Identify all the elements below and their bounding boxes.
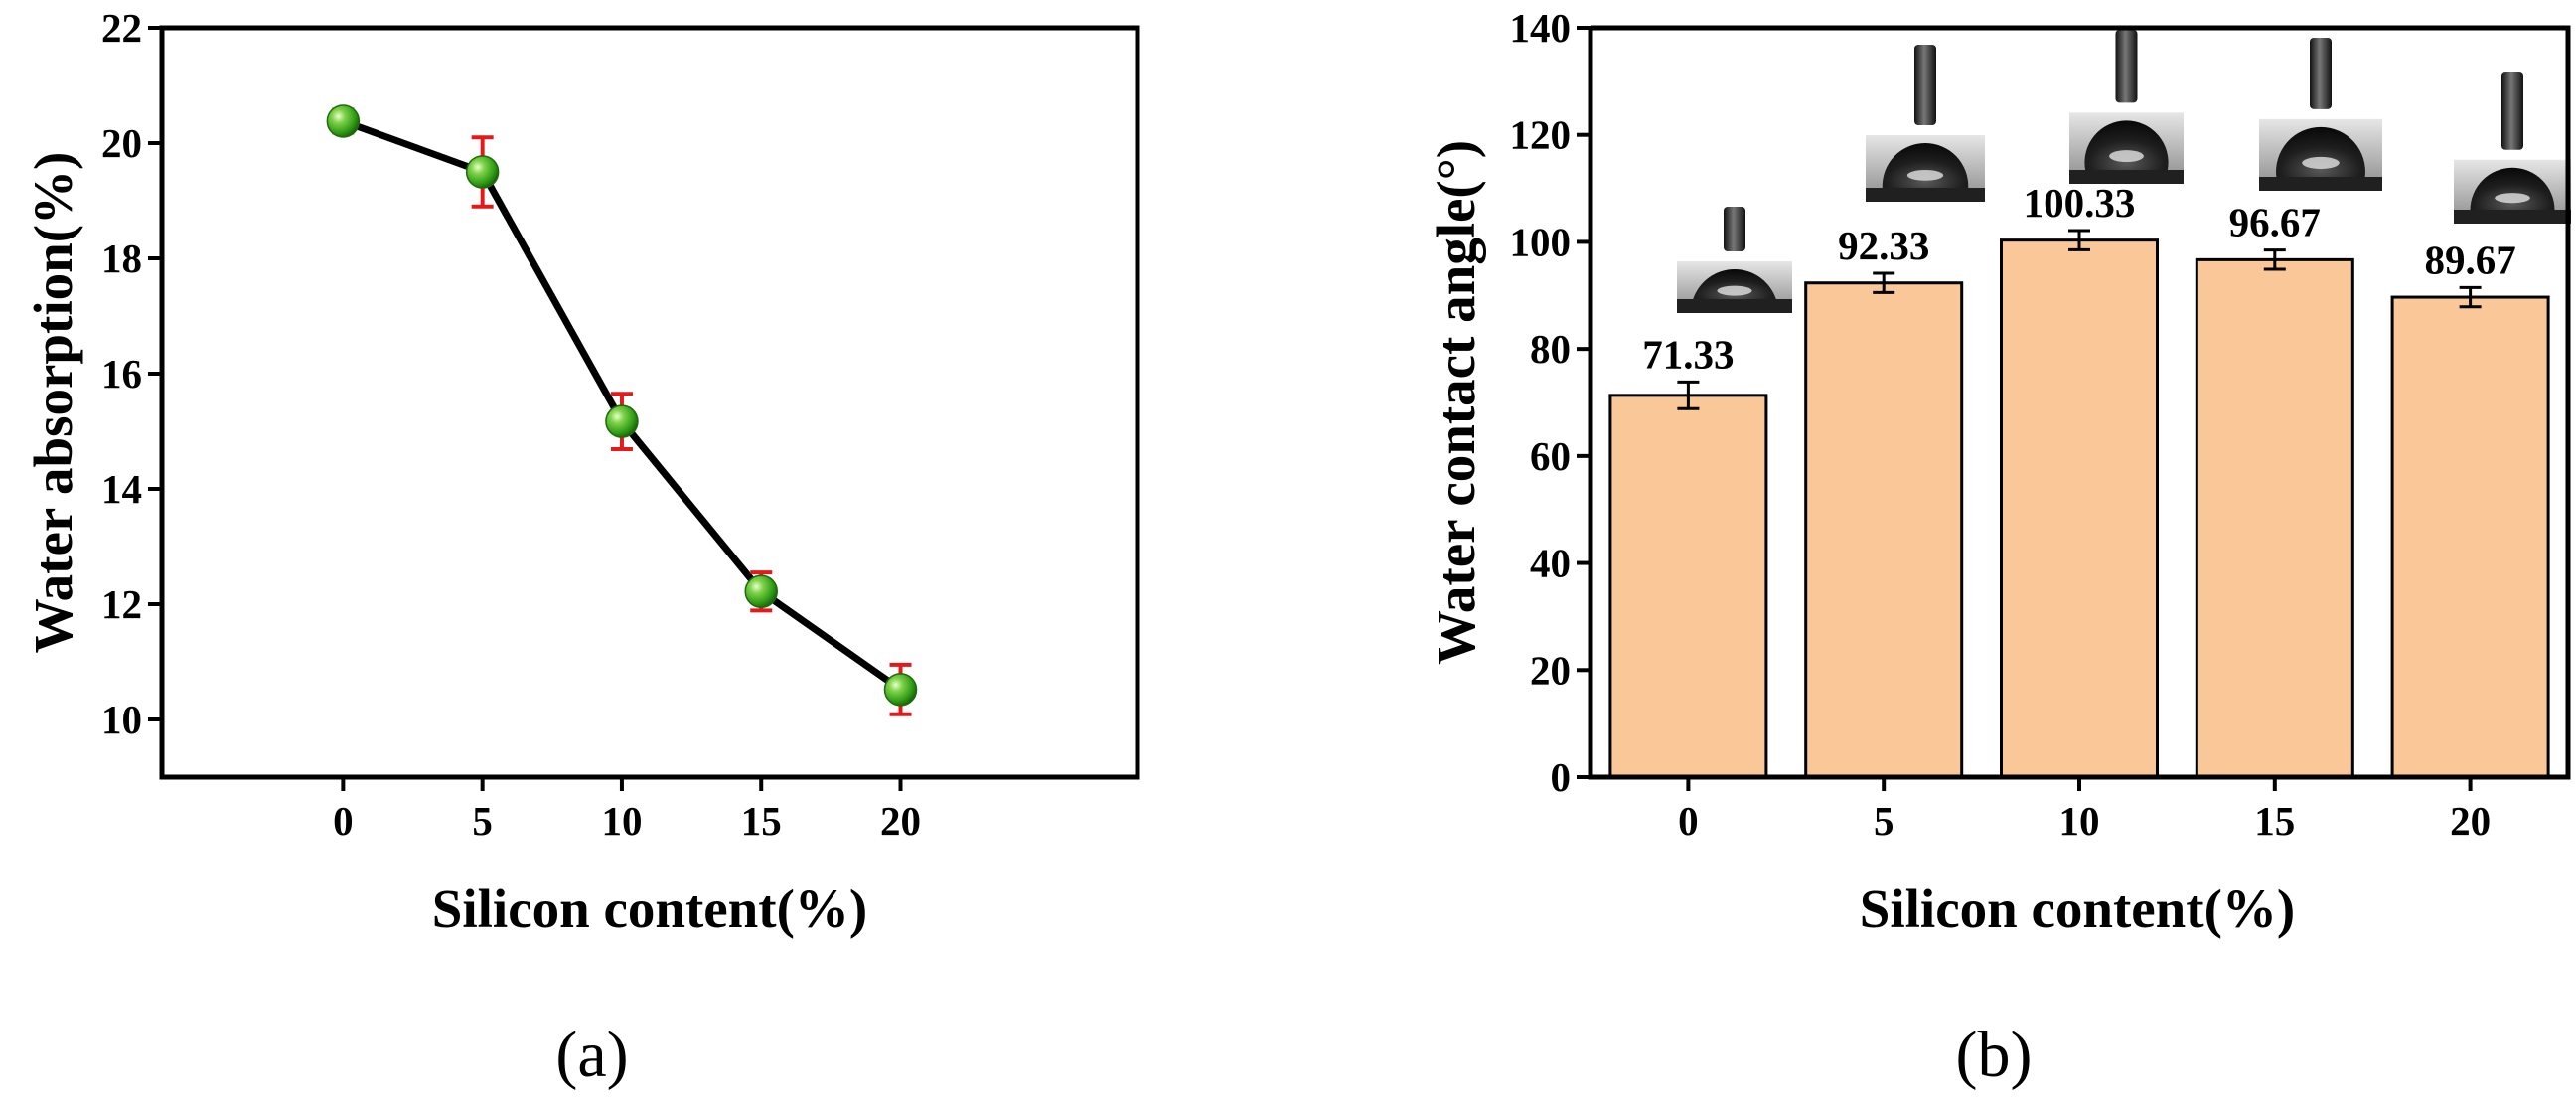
y-tick-label-b: 0: [1551, 754, 1572, 800]
y-tick-label-a: 10: [101, 697, 142, 742]
x-tick-label-a: 0: [333, 798, 354, 844]
x-axis-b: 0 5 10 15 20: [1678, 777, 2491, 844]
y-tick-label-a: 22: [101, 5, 142, 51]
bar: [2195, 257, 2354, 779]
y-axis-title-a: Water absorption(%): [23, 152, 83, 654]
x-tick-label-a: 15: [741, 798, 782, 844]
needle: [2115, 30, 2138, 103]
substrate: [1677, 299, 1792, 313]
droplet: [1882, 143, 1969, 188]
y-axis-b: 0 20 40 60 80 100 120 140: [1510, 5, 1591, 800]
y-tick-label-b: 140: [1510, 5, 1572, 51]
data-point: [744, 574, 778, 608]
substrate: [2454, 210, 2571, 224]
substrate: [2069, 170, 2184, 184]
bar: [1804, 281, 1964, 779]
bar-value-label: 71.33: [1642, 331, 1734, 377]
y-tick-label-a: 16: [101, 351, 142, 396]
error-bar: [1677, 380, 1700, 410]
error-bar: [1873, 271, 1895, 294]
x-tick-label-b: 20: [2450, 798, 2491, 844]
panel-label-a: (a): [555, 1019, 628, 1091]
needle: [2501, 72, 2523, 150]
droplet-photo: [2454, 72, 2571, 224]
x-tick-label-b: 5: [1874, 798, 1894, 844]
x-axis-title-a: Silicon content(%): [432, 878, 867, 939]
x-axis-title-b: Silicon content(%): [1860, 878, 2295, 939]
bar-value-label: 89.67: [2424, 237, 2515, 282]
data-point: [605, 404, 639, 438]
y-tick-label-a: 14: [101, 466, 142, 512]
contact-angle-error-bars: [1677, 229, 2482, 410]
droplet-photo-insets: [1677, 30, 2571, 313]
bar-value-label: 100.33: [2024, 180, 2136, 226]
needle: [1724, 207, 1745, 252]
droplet: [2470, 167, 2555, 210]
data-point: [465, 155, 500, 189]
y-tick-label-b: 120: [1510, 112, 1572, 158]
bar: [2390, 295, 2550, 779]
y-tick-label-b: 40: [1530, 541, 1571, 586]
error-bar: [2068, 229, 2090, 251]
droplet: [1693, 269, 1776, 299]
droplet-photo: [2069, 30, 2184, 184]
x-tick-label-a: 20: [880, 798, 921, 844]
contact-angle-bars: [1608, 238, 2550, 779]
data-point: [326, 104, 361, 138]
y-tick-label-a: 18: [101, 236, 142, 281]
substrate: [1866, 188, 1985, 202]
droplet-photo: [1677, 207, 1792, 313]
y-tick-label-b: 60: [1530, 433, 1571, 479]
y-tick-label-b: 80: [1530, 326, 1571, 372]
plot-frame-a: [159, 25, 1140, 780]
error-bar: [2263, 248, 2286, 271]
droplet: [2084, 120, 2169, 170]
x-tick-label-a: 5: [472, 798, 493, 844]
y-tick-label-a: 20: [101, 120, 142, 166]
droplet-photo: [2259, 38, 2382, 191]
water-absorption-markers: [326, 104, 918, 707]
y-tick-label-b: 20: [1530, 647, 1571, 693]
droplet-highlight: [2495, 193, 2530, 204]
y-axis-a: 10 12 14 16 18 20 22: [101, 5, 162, 742]
bar-value-label: 92.33: [1838, 223, 1929, 268]
bar-value-label: 96.67: [2229, 200, 2321, 245]
bar: [1608, 394, 1768, 779]
droplet-highlight: [2109, 150, 2144, 163]
water-absorption-chart: 10 12 14 16 18 20 22 0 5 10 15 20 Water absorption…: [23, 5, 1140, 1091]
contact-angle-value-labels: 71.33 92.33 100.33 96.67 89.67: [1642, 180, 2515, 377]
needle: [1914, 45, 1936, 126]
panel-label-b: (b): [1956, 1019, 2033, 1091]
y-axis-title-b: Water contact angle(°): [1426, 140, 1486, 665]
x-tick-label-a: 10: [601, 798, 642, 844]
bar: [2000, 238, 2159, 779]
substrate: [2259, 177, 2382, 191]
x-axis-a: 0 5 10 15 20: [333, 777, 921, 844]
error-bar: [2459, 285, 2482, 309]
data-point: [883, 673, 918, 707]
y-tick-label-b: 100: [1510, 219, 1572, 264]
x-tick-label-b: 15: [2254, 798, 2295, 844]
droplet-highlight: [2302, 156, 2340, 169]
needle: [2310, 38, 2332, 109]
droplet-highlight: [1717, 285, 1752, 296]
y-tick-label-a: 12: [101, 581, 142, 627]
droplet-photo: [1866, 45, 1985, 202]
droplet-highlight: [1906, 170, 1944, 181]
x-tick-label-b: 0: [1678, 798, 1699, 844]
droplet: [2276, 126, 2365, 177]
x-tick-label-b: 10: [2059, 798, 2100, 844]
